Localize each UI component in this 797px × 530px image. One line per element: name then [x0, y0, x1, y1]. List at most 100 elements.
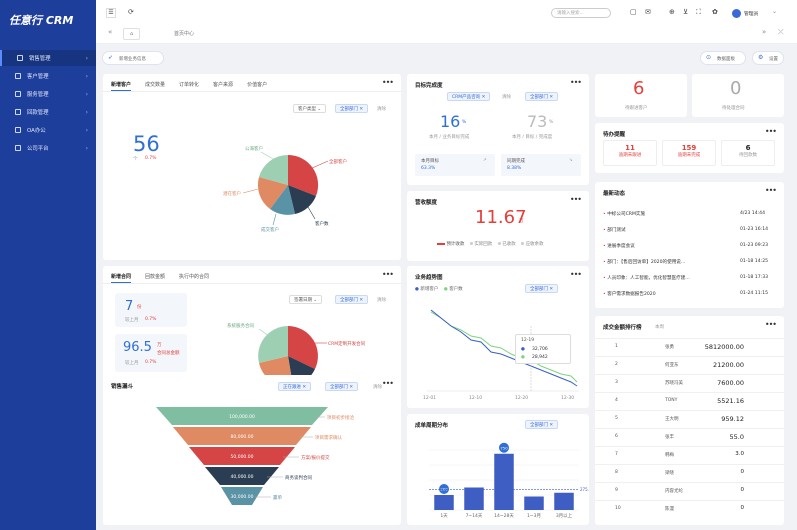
tab-value[interactable]: 价值客户	[247, 82, 268, 88]
tab-conversion[interactable]: 订单转化	[179, 82, 200, 88]
product-chip[interactable]: CRM产品咨询 ✕	[447, 92, 491, 101]
trend-icon: ↗	[483, 158, 487, 163]
more-icon[interactable]: •••	[569, 195, 582, 204]
download-icon[interactable]: ⊻	[683, 8, 689, 16]
reset-link[interactable]: 清除	[377, 298, 386, 303]
bar	[434, 495, 454, 510]
more-icon[interactable]: •••	[569, 78, 582, 87]
more-icon[interactable]: •••	[381, 379, 394, 388]
tab-source[interactable]: 客户来源	[213, 82, 234, 88]
refresh-icon[interactable]: ⟳	[128, 8, 134, 16]
tabs-prev-icon[interactable]: «	[108, 28, 113, 36]
notice-date: 01-23 16:14	[740, 227, 769, 232]
tab-active-contracts[interactable]: 执行中的合同	[179, 274, 210, 280]
legend-swatch	[469, 242, 473, 245]
department-chip[interactable]: 全部部门 ✕	[525, 420, 559, 429]
x-tick: 14~28天	[494, 513, 514, 519]
help-icon[interactable]: ⊕	[669, 8, 675, 16]
reset-link[interactable]: 清除	[502, 95, 511, 100]
more-icon[interactable]: •••	[764, 127, 777, 136]
dashboard-icon: ⊙	[706, 54, 712, 61]
pie-slice-crm-custom	[288, 326, 318, 369]
ranking-row[interactable]: 10 陈漫 0	[595, 500, 784, 518]
notice-item[interactable]: • 客户需求数据报告2020	[603, 292, 656, 297]
ranking-row[interactable]: 2 何亚东 21200.00	[595, 356, 784, 374]
more-icon[interactable]: •••	[381, 78, 394, 87]
settings-button[interactable]: ⚙ 设置	[752, 51, 784, 65]
ranking-row[interactable]: 9 内容尤纶 0	[595, 482, 784, 500]
chart-title: 成单周期分布	[415, 423, 449, 429]
tab-home[interactable]: 首页中心	[174, 31, 195, 37]
notification-icon[interactable]: ▢	[630, 8, 637, 16]
money-icon	[15, 109, 21, 115]
home-tab-icon[interactable]: ⌂	[123, 28, 141, 40]
reset-link[interactable]: 清除	[377, 107, 386, 112]
goal-label-2: 本月 / 目标 / 完成度	[512, 135, 553, 140]
sidebar-item-payment[interactable]: 回款管理 ›	[0, 104, 96, 120]
goal-title: 目标完成度	[415, 83, 443, 89]
overdue-task-box[interactable]: 159 逾期未完成	[662, 140, 716, 166]
more-icon[interactable]: •••	[381, 270, 394, 279]
tab-deals[interactable]: 成交数量	[145, 82, 166, 88]
ranking-row[interactable]: 6 张丰 55.0	[595, 428, 784, 446]
notice-item[interactable]: • 进展季度会议	[603, 244, 635, 249]
notice-item[interactable]: • 部门：【售后回访单】2020的使用说...	[603, 260, 686, 265]
pie-label: 成交客户	[261, 226, 279, 233]
sidebar-item-platform[interactable]: 公司平台 ›	[0, 140, 96, 156]
pending-payment-box[interactable]: 6 待回款数	[721, 140, 775, 166]
new-business-button[interactable]: ➶ 新增业务信息	[102, 51, 164, 65]
overdue-followup-box[interactable]: 11 逾期未跟进	[603, 140, 657, 166]
sidebar-item-oa[interactable]: OA办公 ›	[0, 122, 96, 138]
notice-item[interactable]: • 中标公司CRM实施	[603, 212, 646, 217]
department-chip[interactable]: 全部部门 ✕	[335, 104, 369, 113]
notice-date: 01-18 17:33	[740, 275, 769, 280]
reset-link[interactable]: 清除	[373, 385, 382, 390]
ranking-filter[interactable]: 本周	[655, 325, 664, 330]
rank-amount: 21200.00	[712, 361, 744, 369]
fullscreen-icon[interactable]: ⛶	[696, 8, 701, 16]
funnel-filter-chip[interactable]: 正在跟进 ✕	[278, 382, 312, 391]
ranking-row[interactable]: 1 张勇 5812000.00	[595, 338, 784, 356]
goal-unit-1: %	[462, 120, 467, 125]
settings-icon[interactable]: ✿	[712, 8, 718, 16]
gear-icon: ⚙	[758, 54, 764, 61]
ranking-row[interactable]: 5 王大明 959.12	[595, 410, 784, 428]
tab-payments[interactable]: 回款金额	[145, 274, 166, 280]
department-chip[interactable]: 全部部门 ✕	[335, 295, 369, 304]
avatar[interactable]	[732, 9, 741, 18]
sales-funnel-card: 销售漏斗 ••• 正在跟进 ✕ 全部部门 ✕ 清除 100,000.00 80,…	[103, 375, 401, 525]
department-chip[interactable]: 全部部门 ✕	[525, 284, 559, 293]
sidebar-item-service[interactable]: 服务管理 ›	[0, 86, 96, 102]
mail-icon[interactable]: ✉	[645, 8, 651, 16]
department-chip[interactable]: 全部部门 ✕	[525, 92, 559, 101]
ranking-row[interactable]: 7 韩梅 3.0	[595, 446, 784, 464]
more-icon[interactable]: •••	[764, 186, 777, 195]
funnel-value: 30,000.00	[231, 494, 254, 500]
pending-followup-label: 待跟进客户	[625, 106, 648, 111]
sign-date-select[interactable]: 签署日期 ⌄	[289, 295, 323, 304]
bar	[554, 492, 574, 510]
ranking-row[interactable]: 4 TONY 5521.16	[595, 392, 784, 410]
rank-name: 张勇	[665, 345, 674, 350]
ranking-row[interactable]: 8 梁晓 0	[595, 464, 784, 482]
x-tick: 12-01	[423, 395, 436, 401]
tabs-close-icon[interactable]: ⤫	[778, 28, 784, 36]
user-name[interactable]: 管理员	[744, 12, 759, 17]
more-icon[interactable]: •••	[569, 270, 582, 279]
tabs-next-icon[interactable]: »	[762, 28, 767, 36]
sidebar-item-sales[interactable]: 销售管理 ›	[0, 50, 96, 66]
notice-item[interactable]: • 部门测试	[603, 228, 626, 233]
more-icon[interactable]: •••	[764, 320, 777, 329]
dashboard-button[interactable]: ⊙ 数据面板	[700, 51, 746, 65]
search-input[interactable]: 请输入搜索...	[551, 8, 611, 18]
chevron-down-icon[interactable]: ⌄	[772, 8, 778, 15]
customer-type-select[interactable]: 客户类型 ⌄	[293, 104, 327, 113]
tab-new-contracts[interactable]: 新增合同	[111, 274, 132, 283]
menu-toggle-icon[interactable]: ☰	[106, 8, 116, 18]
ranking-row[interactable]: 3 苏晓冯美 7600.00	[595, 374, 784, 392]
department-chip[interactable]: 全部部门 ✕	[325, 382, 359, 391]
pending-followup-value: 6	[633, 78, 645, 99]
tab-new-customers[interactable]: 新增客户	[111, 82, 132, 91]
sidebar-item-customers[interactable]: 客户管理 ›	[0, 68, 96, 84]
notice-item[interactable]: • 人员印象：人工智能，优化智慧医疗建...	[603, 276, 690, 281]
